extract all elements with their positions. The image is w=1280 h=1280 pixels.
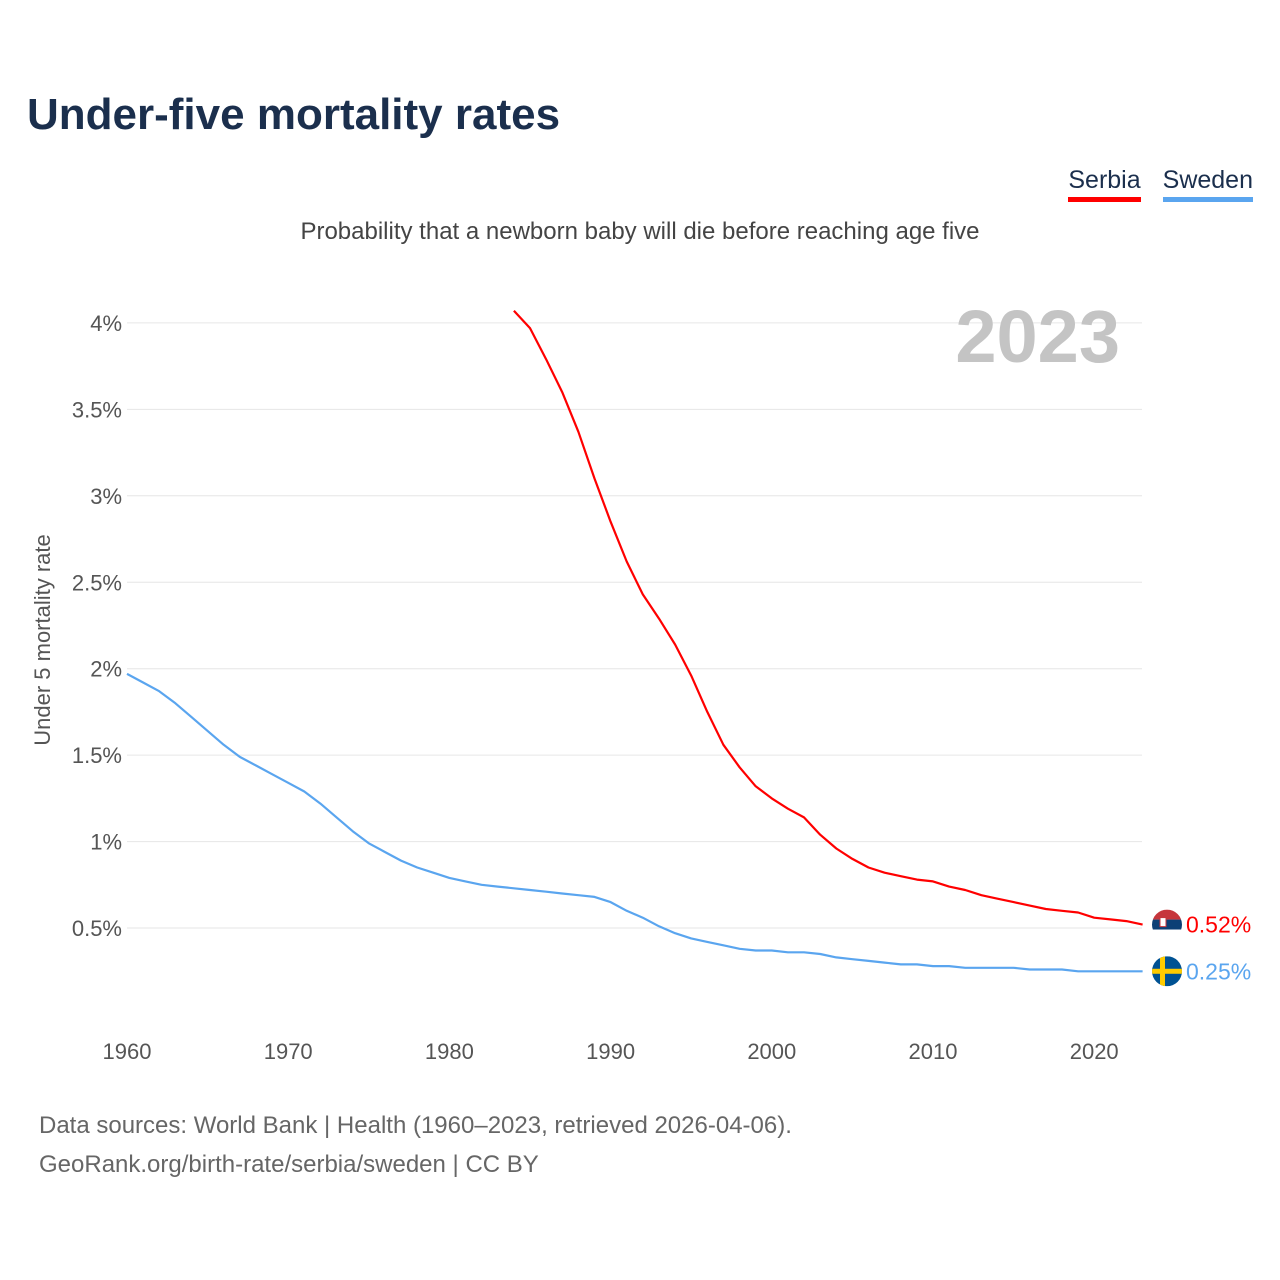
flag-cross (1152, 968, 1182, 974)
y-tick-label: 3.5% (72, 397, 122, 422)
y-tick-label: 4% (90, 311, 122, 336)
credit-line: GeoRank.org/birth-rate/serbia/sweden | C… (39, 1151, 539, 1178)
flag-serbia-icon (1152, 909, 1182, 940)
source-line: Data sources: World Bank | Health (1960–… (39, 1112, 792, 1139)
chart-subtitle: Probability that a newborn baby will die… (300, 218, 980, 245)
flag-cross (1160, 956, 1165, 987)
y-tick-label: 1% (90, 830, 122, 855)
x-tick-label: 1970 (264, 1039, 313, 1064)
x-tick-label: 2020 (1070, 1039, 1119, 1064)
x-tick-label: 1980 (425, 1039, 474, 1064)
y-tick-label: 2% (90, 657, 122, 682)
x-tick-label: 1960 (103, 1039, 152, 1064)
legend-serbia[interactable]: Serbia (1068, 166, 1141, 202)
year-label: 2023 (955, 295, 1120, 378)
chart-title: Under-five mortality rates (27, 90, 561, 139)
x-tick-label: 2000 (747, 1039, 796, 1064)
y-tick-label: 1.5% (72, 743, 122, 768)
series-line-sweden (126, 672, 1143, 973)
end-value-label-sweden: 0.25% (1186, 958, 1251, 984)
footer: Data sources: World Bank | Health (1960–… (39, 1106, 792, 1184)
y-tick-label: 3% (90, 484, 122, 509)
legend: Serbia Sweden (1068, 166, 1253, 202)
flag-stripe (1152, 919, 1182, 930)
y-tick-label: 2.5% (72, 570, 122, 595)
x-tick-label: 1990 (586, 1039, 635, 1064)
series-line-serbia (513, 310, 1143, 926)
flag-sweden-icon (1152, 956, 1182, 987)
flag-emblem (1159, 917, 1167, 928)
y-tick-label: 0.5% (72, 916, 122, 941)
flag-stripe (1152, 929, 1182, 940)
legend-sweden[interactable]: Sweden (1162, 166, 1253, 202)
flag-stripe (1152, 909, 1182, 920)
x-tick-label: 2010 (909, 1039, 958, 1064)
y-axis-label: Under 5 mortality rate (30, 534, 55, 746)
end-value-label-serbia: 0.52% (1186, 912, 1251, 938)
